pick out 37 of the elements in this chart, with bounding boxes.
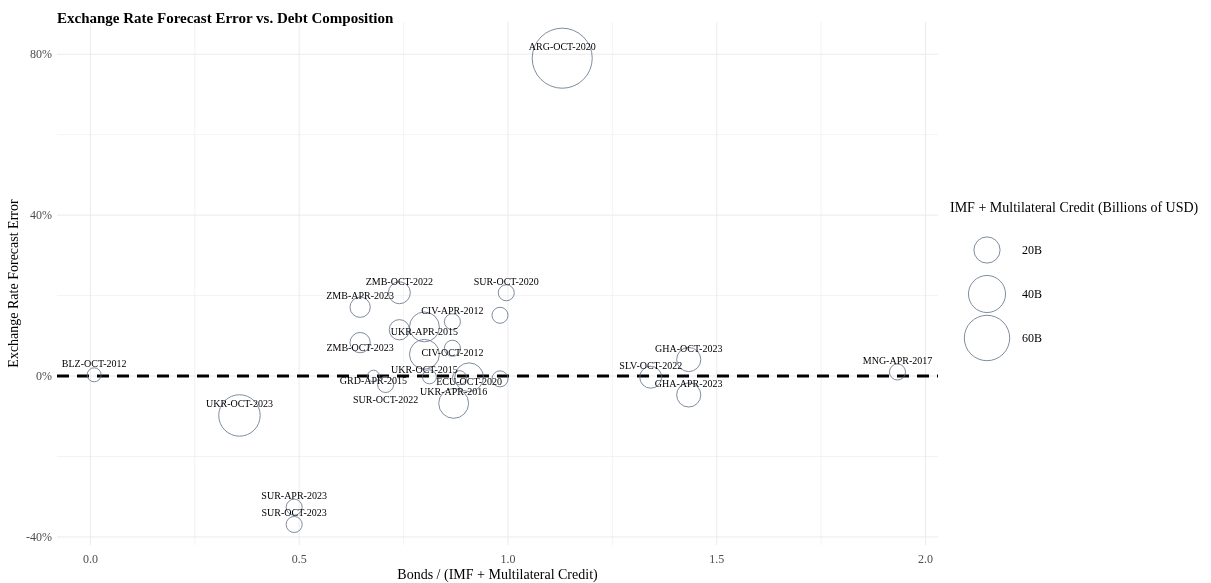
legend-label: 40B xyxy=(1022,287,1043,301)
annotation: SUR-OCT-2023 xyxy=(261,507,327,519)
annotation: ARG-OCT-2020 xyxy=(528,41,596,53)
annotation: SLV-OCT-2022 xyxy=(619,360,683,372)
annotation: ZMB-OCT-2023 xyxy=(326,341,394,353)
annotation: GHA-APR-2023 xyxy=(654,377,723,389)
x-axis-title: Bonds / (IMF + Multilateral Credit) xyxy=(397,567,599,583)
x-tick-label: 1.0 xyxy=(500,552,516,566)
annotation: ECU-OCT-2020 xyxy=(436,376,502,388)
y-tick-label: 0% xyxy=(36,369,52,384)
annotation: UKR-OCT-2023 xyxy=(206,398,273,410)
legend-label: 20B xyxy=(1022,243,1043,257)
x-tick-label: 1.5 xyxy=(709,552,725,566)
y-tick-label: 40% xyxy=(30,208,52,223)
annotation: BLZ-OCT-2012 xyxy=(61,357,127,369)
annotation: UKR-OCT-2015 xyxy=(391,364,458,376)
legend-label: 60B xyxy=(1022,331,1043,345)
annotation: CIV-APR-2012 xyxy=(421,304,484,316)
annotation: ZMB-OCT-2022 xyxy=(365,275,434,287)
annotation: UKR-APR-2016 xyxy=(420,386,488,398)
y-tick-label: 80% xyxy=(30,47,52,62)
annotation: GRD-APR-2015 xyxy=(339,375,408,387)
legend-title: IMF + Multilateral Credit (Billions of USD) xyxy=(950,200,1199,216)
y-axis-title: Exchange Rate Forecast Error xyxy=(6,199,21,368)
annotation: SUR-OCT-2020 xyxy=(473,275,539,287)
annotation: UKR-APR-2015 xyxy=(390,325,459,337)
annotation: GHA-OCT-2023 xyxy=(655,342,723,354)
x-tick-label: 2.0 xyxy=(917,552,933,566)
annotation: CIV-OCT-2012 xyxy=(421,347,484,359)
annotation: MNG-APR-2017 xyxy=(862,355,933,367)
x-tick-label: 0.5 xyxy=(291,552,307,566)
annotation: SUR-APR-2023 xyxy=(261,490,327,502)
annotation: SUR-OCT-2022 xyxy=(353,394,419,406)
x-tick-label: 0.0 xyxy=(82,552,98,566)
y-tick-label: -40% xyxy=(26,529,52,544)
chart-title: Exchange Rate Forecast Error vs. Debt Composition xyxy=(57,10,394,26)
annotation: ZMB-APR-2023 xyxy=(326,290,395,302)
